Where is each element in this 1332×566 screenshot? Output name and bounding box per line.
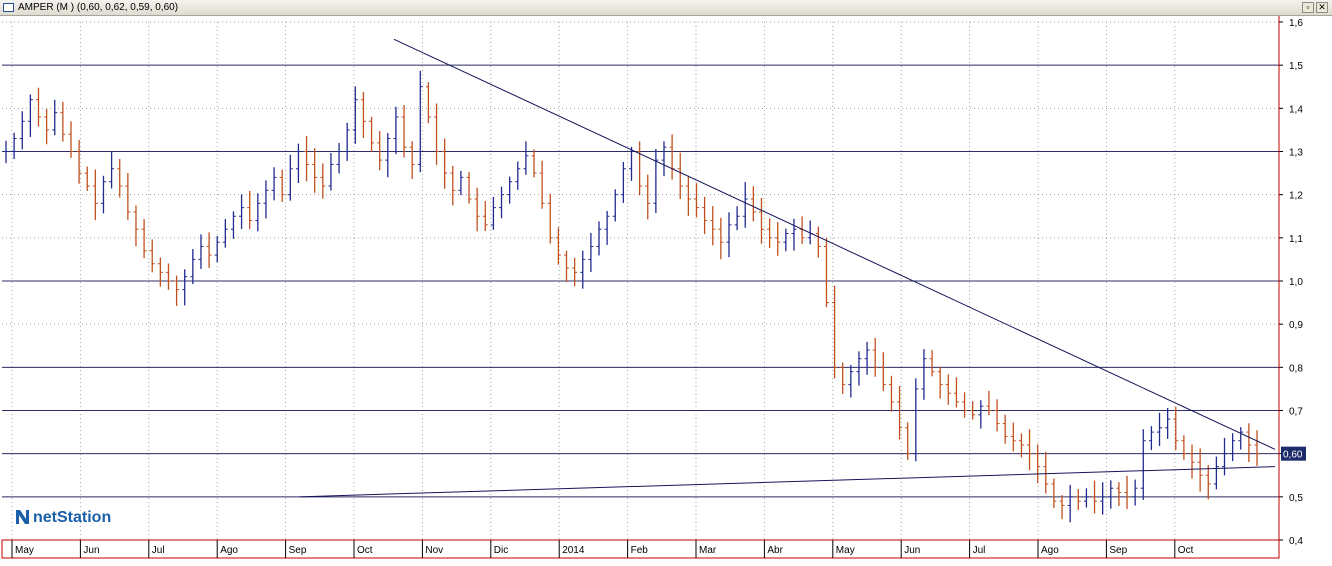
y-tick-label: 1,4 [1289,104,1303,115]
x-tick-label: Mar [699,545,717,556]
x-tick-label: May [15,545,34,556]
x-tick-label: Oct [1178,545,1194,556]
x-tick-label: Nov [425,545,443,556]
y-tick-label: 1,0 [1289,277,1303,288]
logo-text: netStation [33,509,111,526]
x-tick-label: Jun [83,545,99,556]
trendline-support [299,466,1276,498]
x-tick-label: Jun [904,545,920,556]
y-tick-label: 1,3 [1289,148,1303,159]
x-tick-label: May [836,545,855,556]
x-tick-label: Ago [1041,545,1059,556]
y-tick-label: 1,5 [1289,61,1303,72]
trendline-resistance [393,38,1276,450]
x-tick-label: Ago [220,545,238,556]
logo-mark-icon [16,510,29,524]
close-button[interactable]: ✕ [1316,2,1328,13]
ohlc-bars [3,70,1260,523]
restore-button[interactable]: ▫ [1302,2,1314,13]
x-tick-label: Feb [631,545,649,556]
y-tick-label: 0,8 [1289,363,1303,374]
y-tick-label: 1,6 [1289,18,1303,29]
x-axis-strip [1,539,1280,559]
x-tick-label: Dic [494,545,508,556]
netstation-logo: netStation [16,509,111,526]
price-chart: 0,40,50,60,70,80,91,01,11,21,31,41,51,60… [1,16,1306,559]
chart-area[interactable]: 0,40,50,60,70,80,91,01,11,21,31,41,51,60… [0,16,1332,561]
y-tick-label: 0,9 [1289,320,1303,331]
x-tick-label: Sep [289,545,307,556]
y-tick-label: 0,7 [1289,407,1303,418]
x-tick-label: 2014 [562,545,585,556]
y-tick-label: 1,2 [1289,191,1303,202]
window-title: AMPER (M ) (0,60, 0,62, 0,59, 0,60) [18,2,179,13]
x-tick-label: Oct [357,545,373,556]
y-tick-label: 0,5 [1289,493,1303,504]
y-tick-label: 1,1 [1289,234,1303,245]
x-tick-label: Sep [1109,545,1127,556]
window-titlebar: AMPER (M ) (0,60, 0,62, 0,59, 0,60) ▫ ✕ [0,0,1332,16]
last-price-label: 0,60 [1283,450,1303,461]
last-price-badge [1281,446,1306,461]
x-tick-label: Jul [973,545,986,556]
y-tick-label: 0,4 [1289,536,1303,547]
x-tick-label: Abr [767,545,783,556]
x-tick-label: Jul [152,545,165,556]
chart-window-icon [3,3,14,12]
